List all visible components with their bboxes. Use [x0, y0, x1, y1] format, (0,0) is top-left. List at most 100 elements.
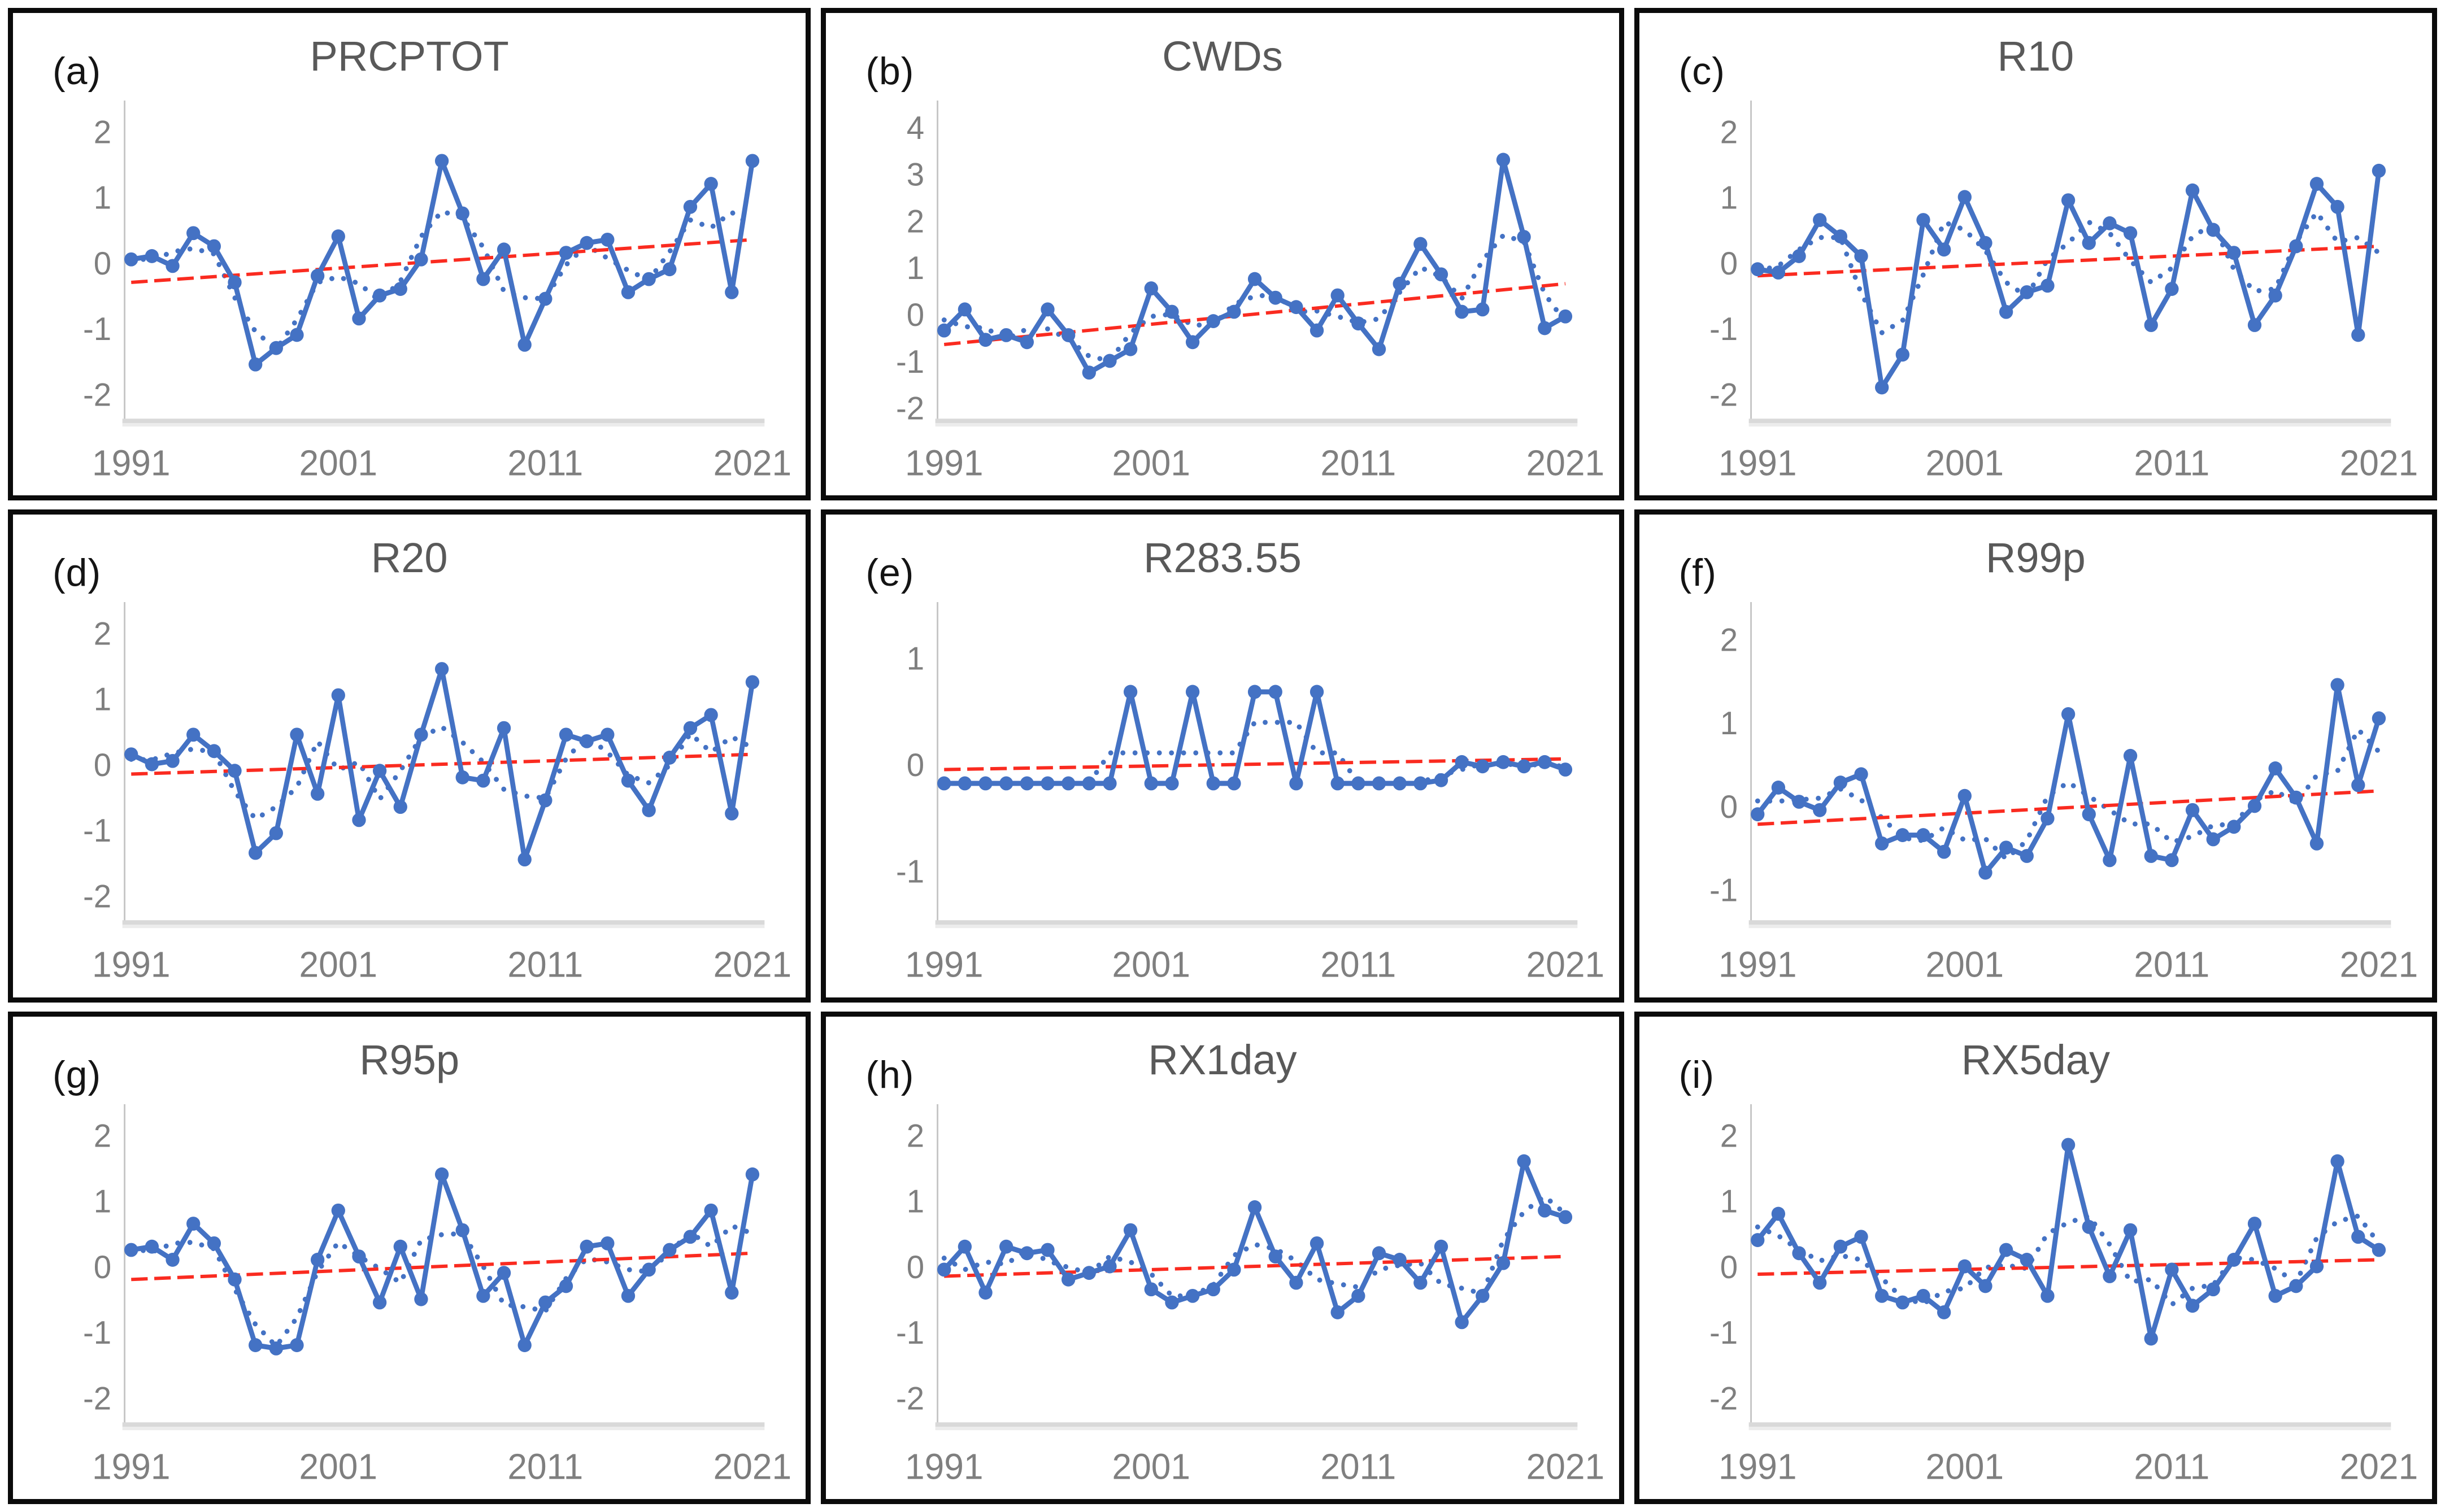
smoothed-dotted-series	[942, 1193, 1568, 1299]
data-point-marker	[1268, 1249, 1283, 1263]
panel-label-i: (i)	[1678, 1053, 1715, 1096]
data-point-marker	[580, 236, 594, 250]
data-point-marker	[517, 1337, 532, 1352]
data-point-marker	[393, 1239, 407, 1254]
data-point-marker	[1393, 276, 1407, 291]
data-point-marker	[621, 1288, 636, 1303]
data-point-marker	[642, 803, 656, 818]
data-point-marker	[1165, 304, 1179, 319]
data-point-marker	[414, 252, 428, 267]
y-tick-label: 0	[94, 747, 111, 784]
data-point-marker	[1186, 1288, 1200, 1303]
data-point-marker	[2144, 849, 2158, 864]
data-point-marker	[352, 813, 366, 827]
data-point-marker	[1750, 262, 1765, 277]
data-point-marker	[601, 1236, 615, 1250]
x-tick-label: 2011	[2134, 443, 2209, 483]
data-point-marker	[2102, 1269, 2117, 1283]
data-point-marker	[249, 846, 263, 860]
data-point-marker	[978, 333, 993, 347]
data-point-marker	[2226, 246, 2241, 260]
data-point-marker	[745, 675, 760, 690]
x-tick-label: 1991	[92, 1447, 171, 1487]
data-point-marker	[2372, 711, 2386, 726]
chart-c: 2 1 0 -1 -2 1991 2001 2011 2021	[1709, 100, 2418, 483]
data-point-marker	[999, 1239, 1013, 1254]
x-tick-label: 1991	[905, 443, 984, 483]
x-tick-label: 2001	[1925, 1447, 2004, 1487]
data-point-marker	[538, 291, 552, 306]
data-point-marker	[1372, 1246, 1386, 1260]
data-point-marker	[1310, 685, 1324, 699]
data-point-marker	[2309, 836, 2324, 851]
data-point-marker	[497, 242, 511, 257]
data-point-marker	[517, 852, 532, 867]
data-point-marker	[1330, 776, 1345, 791]
data-point-marker	[1020, 335, 1034, 350]
data-point-marker	[1874, 380, 1889, 395]
panel-label-g: (g)	[53, 1053, 102, 1096]
data-point-marker	[2309, 177, 2324, 191]
data-point-marker	[2144, 1331, 2158, 1346]
data-point-marker	[2061, 1138, 2075, 1152]
annual-series-line	[942, 1158, 1567, 1325]
data-point-marker	[1310, 1236, 1324, 1250]
data-point-marker	[455, 1223, 469, 1238]
data-point-marker	[310, 268, 325, 283]
data-point-marker	[559, 727, 573, 742]
data-point-marker	[2020, 1252, 2034, 1267]
data-point-marker	[1854, 1229, 1868, 1244]
data-point-marker	[958, 302, 972, 317]
chart-title-d: R20	[371, 534, 448, 582]
data-point-marker	[1559, 309, 1573, 324]
data-point-marker	[1538, 755, 1552, 770]
data-point-marker	[725, 285, 739, 299]
data-point-marker	[1103, 1259, 1117, 1274]
smoothed-dotted-series	[128, 724, 755, 823]
data-point-marker	[1517, 759, 1532, 774]
data-point-marker	[1496, 1256, 1511, 1270]
y-tick-label: -1	[83, 311, 111, 348]
x-tick-label: 2001	[1112, 443, 1191, 483]
data-point-marker	[642, 272, 656, 286]
data-point-marker	[2082, 1219, 2096, 1234]
data-point-marker	[1455, 304, 1469, 319]
data-point-marker	[1206, 776, 1221, 791]
data-point-marker	[207, 1236, 221, 1250]
panel-h: (h) RX1day 2 1 0 -1 -2 1991 2001 2011 2021	[821, 1011, 1624, 1504]
y-tick-label: 2	[94, 1118, 111, 1154]
chart-e: 1 0 -1 1991 2001 2011 2021	[896, 602, 1605, 985]
data-point-marker	[683, 721, 698, 735]
data-point-marker	[2372, 163, 2386, 178]
smoothed-dotted-series	[128, 1222, 755, 1350]
data-point-marker	[704, 1203, 718, 1218]
data-point-marker	[663, 262, 677, 277]
data-point-marker	[2061, 193, 2075, 208]
data-point-marker	[1103, 354, 1117, 368]
x-tick-label: 2001	[299, 443, 378, 483]
x-tick-label: 2021	[1526, 443, 1605, 483]
x-tick-label: 1991	[905, 945, 984, 985]
data-point-marker	[1144, 1282, 1159, 1296]
data-point-marker	[1496, 152, 1511, 167]
x-tick-label: 2021	[2339, 945, 2418, 985]
data-point-marker	[476, 272, 490, 286]
chart-title-b: CWDs	[1162, 33, 1283, 80]
data-point-marker	[352, 1249, 366, 1263]
data-point-marker	[1874, 836, 1889, 851]
data-point-marker	[1957, 190, 1972, 204]
data-point-marker	[497, 1265, 511, 1280]
data-point-marker	[166, 754, 180, 768]
x-tick-label: 2021	[2339, 443, 2418, 483]
data-point-marker	[1413, 776, 1428, 791]
data-point-marker	[601, 232, 615, 247]
data-point-marker	[434, 662, 449, 677]
data-point-marker	[1061, 776, 1076, 791]
data-point-marker	[1434, 773, 1448, 788]
y-tick-label: 2	[907, 1118, 924, 1154]
data-point-marker	[2289, 1279, 2303, 1293]
data-point-marker	[166, 259, 180, 273]
data-point-marker	[2185, 1299, 2199, 1313]
data-point-marker	[2226, 820, 2241, 834]
data-point-marker	[1372, 342, 1386, 356]
